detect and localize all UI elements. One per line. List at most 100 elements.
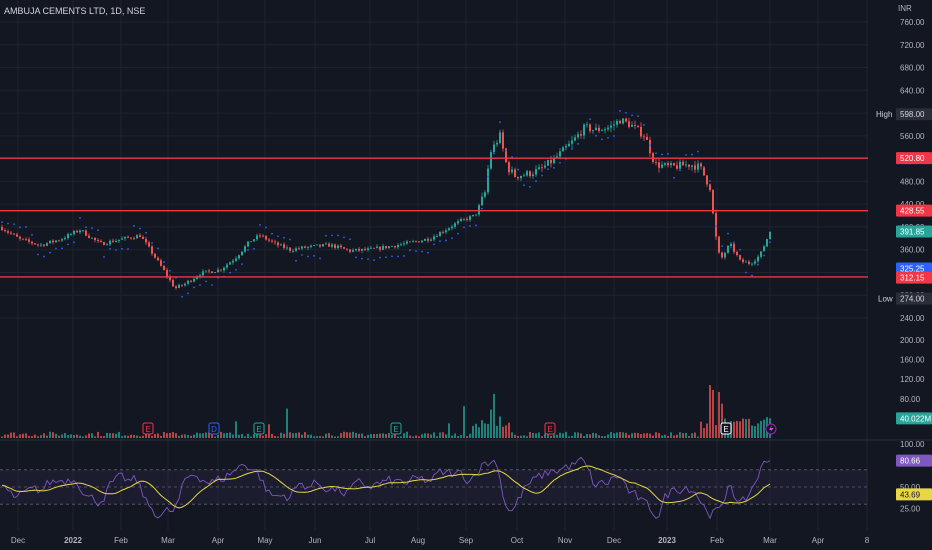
candle-body xyxy=(1,226,3,231)
volume-bar xyxy=(508,422,510,438)
candle-body xyxy=(124,236,126,239)
sar-dot xyxy=(337,234,339,237)
volume-bar xyxy=(184,434,186,438)
candle-body xyxy=(64,238,66,240)
sar-dot xyxy=(439,240,441,243)
sar-dot xyxy=(511,156,513,158)
volume-bar xyxy=(535,433,537,438)
candle-body xyxy=(634,124,636,126)
volume-bar xyxy=(520,435,522,438)
sar-dot xyxy=(583,134,585,137)
volume-bar xyxy=(559,432,561,438)
volume-bar xyxy=(52,432,54,438)
candle-body xyxy=(262,235,264,237)
sar-dot xyxy=(229,271,231,274)
candle-body xyxy=(463,218,465,220)
sar-dot xyxy=(727,232,729,235)
volume-bar xyxy=(181,434,183,438)
candle-body xyxy=(157,257,159,261)
volume-bar xyxy=(217,434,219,438)
volume-bar xyxy=(403,433,405,438)
candle-body xyxy=(718,236,720,253)
sar-dot xyxy=(403,255,405,257)
sar-dot xyxy=(319,257,321,260)
candle-body xyxy=(265,235,267,240)
sar-dot xyxy=(535,180,537,183)
candle-body xyxy=(4,230,6,232)
rsi-pane xyxy=(0,456,868,520)
volume-bar xyxy=(25,433,27,438)
candle-body xyxy=(61,239,63,241)
candle-body xyxy=(280,244,282,246)
candle-body xyxy=(226,264,228,268)
candles xyxy=(1,117,771,290)
candle-body xyxy=(409,241,411,243)
volume-bar xyxy=(364,436,366,438)
candle-body xyxy=(106,244,108,246)
volume-bar xyxy=(283,433,285,438)
candle-body xyxy=(592,130,594,132)
line-1-badge: 520.80 xyxy=(900,154,925,163)
candle-body xyxy=(595,127,597,131)
volume-bar xyxy=(163,432,165,438)
sar-dot xyxy=(361,257,363,260)
volume-bar xyxy=(664,434,666,438)
volume-bar xyxy=(529,432,531,438)
candle-body xyxy=(640,126,642,137)
candle-body xyxy=(319,244,321,247)
candle-body xyxy=(664,163,666,165)
sar-dot xyxy=(607,137,609,139)
sar-dot xyxy=(661,153,663,156)
candle-body xyxy=(715,213,717,237)
volume-bar xyxy=(475,423,477,438)
candle-body xyxy=(577,134,579,138)
sar-dot xyxy=(151,242,153,244)
sar-dot xyxy=(763,254,765,257)
volume-bar xyxy=(481,420,483,438)
volume-bar xyxy=(619,432,621,438)
candle-body xyxy=(247,241,249,247)
volume-bar xyxy=(418,436,420,438)
volume-bar xyxy=(178,435,180,438)
sar-dot xyxy=(523,184,525,187)
candle-body xyxy=(424,238,426,241)
candle-body xyxy=(316,244,318,246)
last-price-badge-box xyxy=(896,225,932,238)
event-marker-box xyxy=(720,422,732,435)
volume-bar xyxy=(346,432,348,438)
volume-bar xyxy=(412,436,414,438)
candle-body xyxy=(649,139,651,154)
candle-body xyxy=(469,216,471,220)
volume-bar xyxy=(463,406,465,438)
volume-bar xyxy=(262,435,264,438)
candle-body xyxy=(496,142,498,145)
volume-bar xyxy=(631,433,633,438)
sar-dot xyxy=(601,138,603,141)
sar-dot xyxy=(667,152,669,155)
candle-body xyxy=(724,252,726,258)
low-badge-box xyxy=(896,292,932,305)
sar-dot xyxy=(409,249,411,252)
currency-label: INR xyxy=(898,4,912,13)
candle-body xyxy=(403,243,405,245)
candle-body xyxy=(532,174,534,177)
candle-body xyxy=(514,169,516,177)
candle-body xyxy=(733,243,735,252)
candle-body xyxy=(508,162,510,173)
volume-bar xyxy=(301,434,303,438)
candle-body xyxy=(199,275,201,277)
volume-bar xyxy=(490,409,492,438)
volume-bar xyxy=(406,431,408,438)
volume-bar xyxy=(391,434,393,438)
sar-dot xyxy=(739,248,741,251)
volume-bar xyxy=(148,431,150,438)
candle-body xyxy=(721,252,723,258)
sar-dot xyxy=(313,254,315,257)
volume-bar xyxy=(745,419,747,438)
volume-bar xyxy=(721,403,723,438)
sar-dot xyxy=(265,226,267,229)
volume-bar xyxy=(478,427,480,438)
sar-dot xyxy=(625,111,627,114)
